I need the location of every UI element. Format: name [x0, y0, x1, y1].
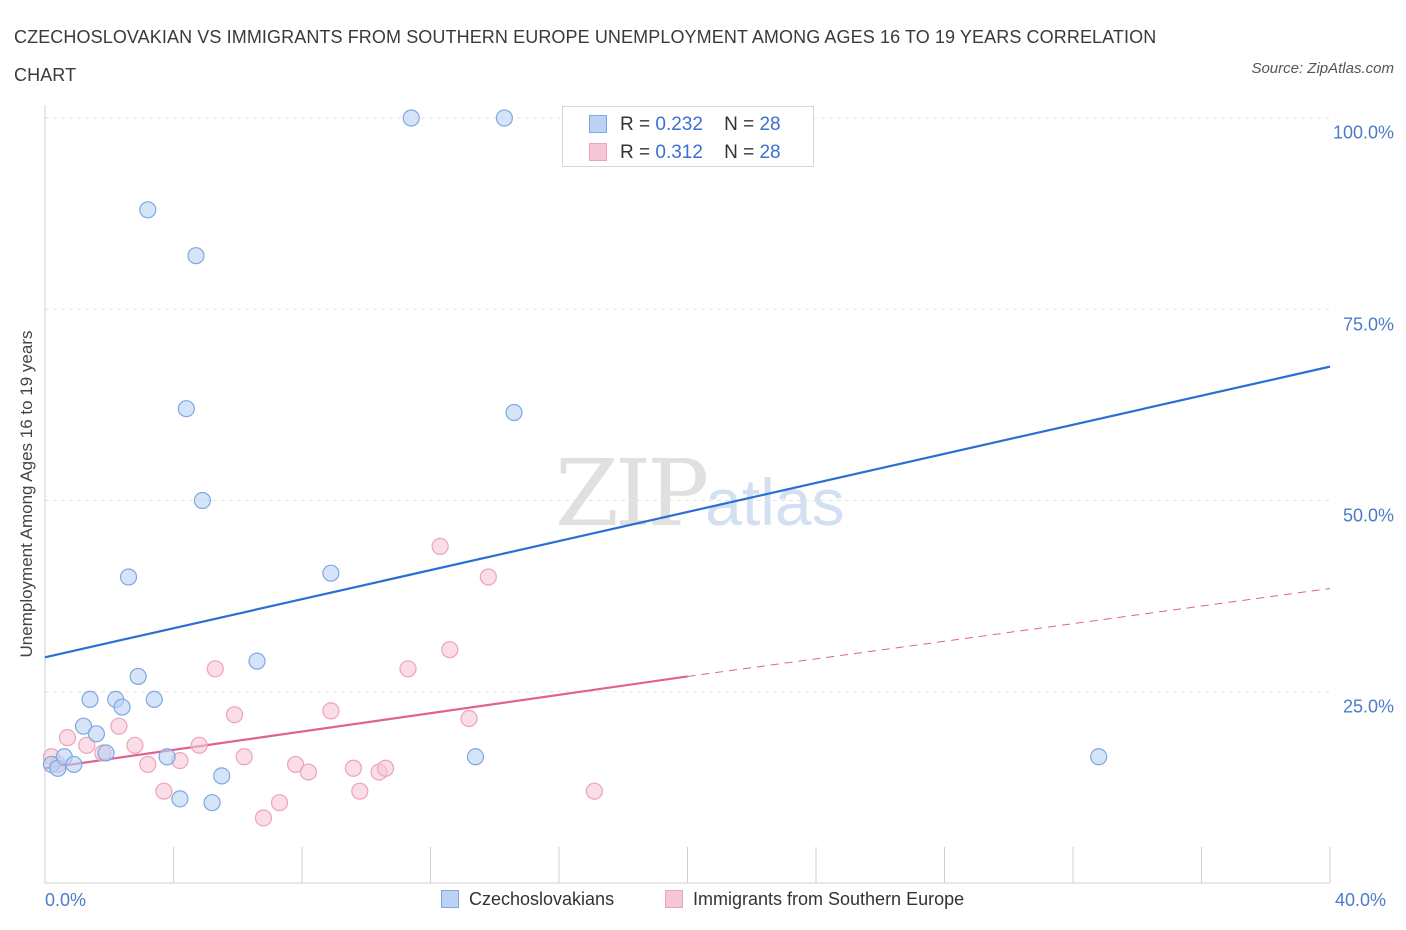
point-immigrants-southern-europe	[139, 755, 157, 774]
point-immigrants-southern-europe	[431, 537, 449, 556]
point-immigrants-southern-europe	[585, 782, 603, 800]
point-czechoslovakians	[87, 725, 106, 743]
point-czechoslovakians	[187, 247, 205, 265]
series-legend-label: Czechoslovakians	[469, 889, 615, 909]
y-tick-label-100: 100.0%	[1332, 122, 1394, 143]
legend-n-value: 28	[759, 114, 781, 135]
point-czechoslovakians	[113, 698, 131, 716]
point-immigrants-southern-europe	[460, 709, 478, 728]
x-tick-label-min: 0.0%	[45, 890, 87, 910]
point-immigrants-southern-europe	[190, 736, 208, 754]
series-swatch-pink	[665, 890, 683, 908]
point-czechoslovakians	[1090, 748, 1108, 766]
series-legend-czechoslovakians: Czechoslovakians	[441, 889, 614, 910]
point-czechoslovakians	[97, 744, 115, 762]
legend-swatch-blue	[589, 115, 607, 133]
point-immigrants-southern-europe	[344, 759, 362, 777]
point-immigrants-southern-europe	[441, 641, 459, 659]
point-immigrants-southern-europe	[78, 736, 96, 754]
x-tick-label-max: 40.0%	[1335, 890, 1387, 910]
point-czechoslovakians	[213, 767, 231, 785]
point-czechoslovakians	[145, 690, 163, 709]
legend-n-label: N =	[724, 142, 755, 163]
point-immigrants-southern-europe	[58, 729, 77, 747]
point-immigrants-southern-europe	[286, 755, 305, 774]
point-immigrants-southern-europe	[225, 706, 244, 724]
point-immigrants-southern-europe	[322, 702, 340, 720]
point-czechoslovakians	[248, 652, 266, 670]
point-immigrants-southern-europe	[351, 782, 369, 800]
point-czechoslovakians	[81, 690, 99, 709]
point-czechoslovakians	[203, 794, 221, 812]
point-czechoslovakians	[177, 400, 195, 418]
axes	[44, 105, 1331, 884]
y-tick-label-25: 25.0%	[1342, 696, 1394, 717]
legend-r-value: 0.312	[655, 142, 703, 163]
point-immigrants-southern-europe	[155, 782, 173, 800]
trendline-immigrants-dashed	[687, 587, 1331, 677]
point-czechoslovakians	[322, 564, 340, 582]
point-immigrants-southern-europe	[110, 717, 128, 735]
point-czechoslovakians	[193, 491, 212, 510]
data-points	[42, 109, 1108, 827]
trend-lines	[44, 365, 1331, 770]
correlation-legend: R = 0.232 N = 28 R = 0.312 N = 28	[562, 106, 814, 167]
legend-n-label: N =	[724, 114, 755, 135]
point-czechoslovakians	[466, 748, 485, 766]
point-czechoslovakians	[171, 790, 189, 808]
legend-r-label: R =	[620, 114, 651, 135]
y-axis-label: Unemployment Among Ages 16 to 19 years	[17, 330, 36, 658]
point-czechoslovakians	[505, 403, 523, 422]
trendline-czechoslovakians	[44, 365, 1331, 659]
point-immigrants-southern-europe	[206, 660, 224, 678]
grid-lines	[45, 117, 1330, 693]
point-czechoslovakians	[158, 748, 176, 766]
point-czechoslovakians	[74, 717, 93, 735]
point-immigrants-southern-europe	[254, 809, 273, 827]
source-label: Source: ZipAtlas.com	[1251, 60, 1394, 77]
watermark-zip: ZIP	[555, 440, 709, 547]
legend-n-value: 28	[759, 142, 781, 163]
point-czechoslovakians	[139, 201, 157, 219]
point-czechoslovakians	[119, 568, 138, 586]
y-tick-label-75: 75.0%	[1342, 314, 1394, 335]
chart-title: CZECHOSLOVAKIAN VS IMMIGRANTS FROM SOUTH…	[14, 27, 1157, 85]
legend-r-label: R =	[620, 142, 651, 163]
legend-swatch-pink	[589, 143, 607, 161]
point-immigrants-southern-europe	[126, 736, 144, 754]
trendline-immigrants-solid	[44, 675, 688, 770]
point-immigrants-southern-europe	[299, 763, 318, 781]
point-immigrants-southern-europe	[479, 568, 497, 586]
point-immigrants-southern-europe	[376, 759, 395, 777]
series-legend-immigrants: Immigrants from Southern Europe	[665, 889, 964, 910]
y-tick-label-50: 50.0%	[1342, 505, 1394, 526]
point-czechoslovakians	[65, 755, 83, 774]
legend-r-value: 0.232	[655, 114, 703, 135]
point-immigrants-southern-europe	[399, 660, 417, 678]
series-legend-label: Immigrants from Southern Europe	[693, 889, 965, 909]
point-czechoslovakians	[129, 667, 147, 686]
point-immigrants-southern-europe	[270, 794, 289, 812]
point-immigrants-southern-europe	[235, 748, 253, 766]
series-swatch-blue	[441, 890, 459, 908]
point-czechoslovakians	[402, 109, 420, 127]
point-czechoslovakians	[495, 109, 513, 127]
